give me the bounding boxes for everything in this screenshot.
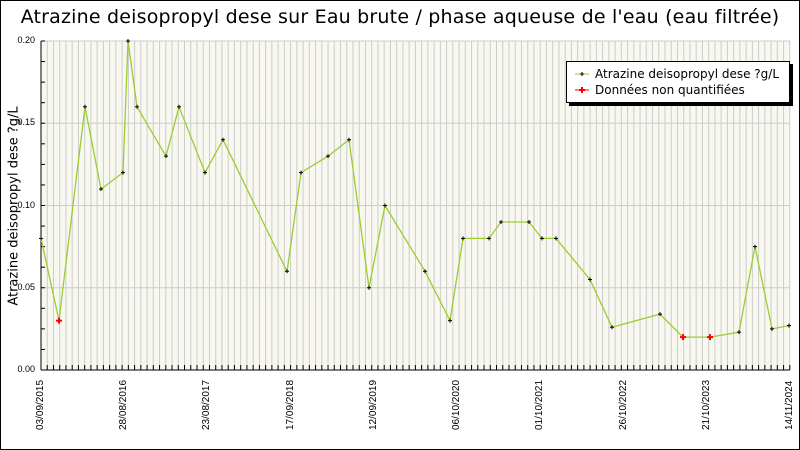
data-point-marker-icon [540, 236, 544, 241]
data-point-marker-icon [347, 137, 351, 142]
data-point-marker-icon [383, 203, 387, 208]
data-point-marker-icon [461, 236, 465, 241]
data-point-marker-icon [177, 104, 181, 109]
y-tick-label: 0.05 [17, 281, 35, 292]
non-quantified-marker-icon [56, 317, 62, 324]
data-point-marker-icon [126, 39, 130, 43]
x-tick-label: 03/09/2015 [35, 379, 46, 430]
data-point-marker-icon [83, 104, 87, 109]
y-tick-label: 0.20 [17, 35, 35, 45]
data-point-marker-icon [588, 277, 592, 282]
x-tick-label: 01/10/2021 [534, 379, 546, 430]
x-tick-label: 21/10/2023 [700, 379, 712, 430]
x-tick-label: 06/10/2020 [451, 379, 463, 430]
legend-label-non-quantified: Données non quantifiées [595, 83, 745, 97]
data-point-marker-icon [658, 312, 662, 317]
data-point-marker-icon [203, 170, 207, 175]
data-point-marker-icon [610, 325, 614, 330]
data-point-marker-icon [121, 170, 125, 175]
x-tick-label: 17/09/2018 [284, 379, 296, 430]
data-point-marker-icon [753, 244, 757, 249]
chart-title: Atrazine deisopropyl dese sur Eau brute … [20, 6, 780, 28]
legend-label-series: Atrazine deisopropyl dese ?g/L [595, 67, 780, 81]
data-point-marker-icon [299, 170, 303, 175]
data-point-marker-icon [285, 269, 289, 274]
y-tick-label: 0.10 [17, 199, 35, 210]
data-point-marker-icon [221, 137, 225, 142]
non-quantified-marker-icon [680, 334, 686, 341]
data-point-marker-icon [499, 219, 503, 224]
data-point-marker-icon [448, 318, 452, 323]
data-point-marker-icon [164, 154, 168, 159]
x-tick-label: 28/08/2016 [118, 379, 130, 430]
legend-marker-icon [575, 72, 589, 76]
y-tick-label: 0.15 [17, 117, 35, 128]
data-point-marker-icon [787, 323, 791, 328]
data-point-marker-icon [554, 236, 558, 241]
data-point-marker-icon [99, 187, 103, 192]
non-quantified-marker-icon [707, 334, 713, 341]
data-point-marker-icon [527, 219, 531, 224]
data-point-marker-icon [770, 326, 774, 331]
data-point-marker-icon [487, 236, 491, 241]
legend-item-series: Atrazine deisopropyl dese ?g/L [575, 66, 779, 82]
legend-item-non-quantified: Données non quantifiées [575, 82, 745, 98]
data-point-marker-icon [326, 154, 330, 159]
data-point-marker-icon [135, 104, 139, 109]
data-point-marker-icon [367, 285, 371, 290]
legend: Atrazine deisopropyl dese ?g/L Données n… [566, 61, 790, 103]
x-tick-label: 12/09/2019 [367, 379, 379, 430]
data-point-marker-icon [423, 269, 427, 274]
data-point-marker-icon [737, 330, 741, 335]
x-tick-label: 26/10/2022 [617, 379, 629, 430]
y-tick-label: 0.00 [17, 364, 35, 374]
legend-red-marker-icon [575, 87, 589, 93]
data-point-marker-icon [39, 236, 43, 241]
x-tick-label: 23/08/2017 [201, 379, 213, 430]
x-tick-label: 14/11/2024 [784, 380, 795, 430]
